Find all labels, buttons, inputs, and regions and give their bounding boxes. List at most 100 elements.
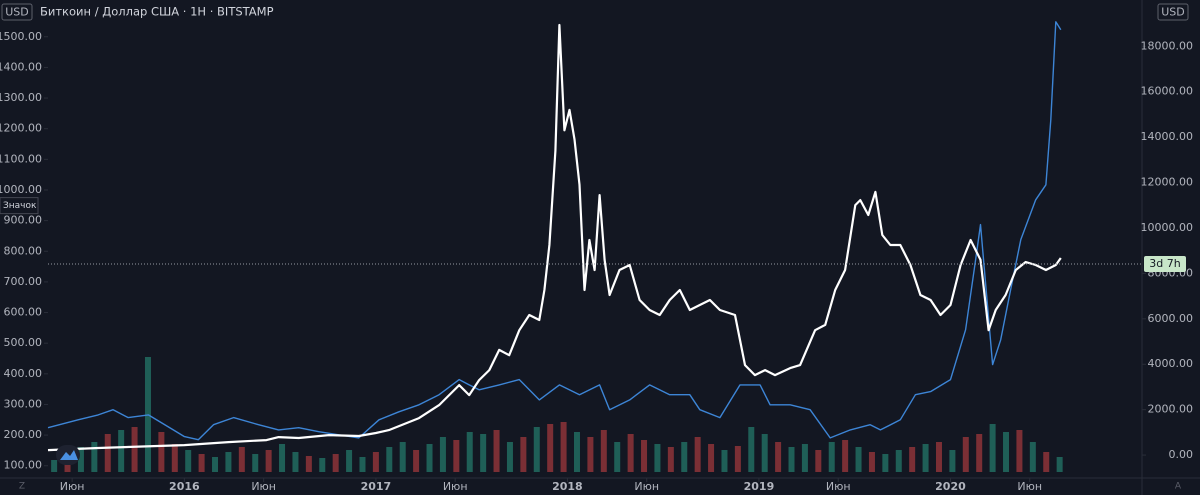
- volume-bar: [1056, 457, 1063, 472]
- x-tick-label: 2016: [169, 480, 200, 493]
- volume-bar: [131, 427, 138, 472]
- volume-bar: [292, 452, 299, 472]
- x-tick-label: Июн: [634, 480, 659, 493]
- volume-bar: [560, 422, 567, 472]
- x-tick-label: 2017: [361, 480, 392, 493]
- volume-bar: [654, 444, 661, 472]
- y2-unit: USD: [1161, 6, 1185, 19]
- volume-bar: [319, 458, 326, 472]
- volume-bar: [882, 454, 889, 472]
- volume-bar: [453, 440, 460, 472]
- volume-bar: [359, 457, 366, 472]
- volume-bar: [506, 442, 513, 472]
- volume-bar: [989, 424, 996, 472]
- volume-bar: [909, 447, 916, 472]
- volume-bar: [158, 432, 165, 472]
- chart-title: Биткоин / Доллар США · 1H · BITSTAMP: [40, 5, 274, 19]
- volume-bar: [252, 454, 259, 472]
- marker-box: [0, 197, 39, 215]
- x-tick-label: 2020: [935, 480, 966, 493]
- volume-bar: [305, 456, 312, 472]
- volume-bar: [480, 434, 487, 472]
- x-tick-label: Июн: [60, 480, 85, 493]
- x-tick-label: Июн: [826, 480, 851, 493]
- volume-bar: [238, 447, 245, 472]
- volume-bar: [1016, 430, 1023, 472]
- volume-bar: [842, 440, 849, 472]
- volume-bar: [775, 442, 782, 472]
- volume-bar: [265, 450, 272, 472]
- volume-bar: [748, 427, 755, 472]
- y-tick-label: 1100.00: [0, 152, 42, 165]
- volume-bar: [212, 457, 219, 472]
- volume-bar: [1029, 442, 1036, 472]
- price-label: 3d 7h: [1149, 257, 1180, 270]
- volume-bar: [828, 442, 835, 472]
- volume-bar: [694, 437, 701, 472]
- y-tick-label: 200.00: [4, 428, 43, 441]
- y-tick-label: 900.00: [4, 214, 43, 227]
- volume-bar: [614, 442, 621, 472]
- y-tick-label: 700.00: [4, 275, 43, 288]
- volume-bar: [372, 452, 379, 472]
- y2-tick-label: 18000.00: [1141, 39, 1194, 52]
- volume-layer: [51, 357, 1063, 472]
- series-line: [47, 21, 1062, 441]
- volume-bar: [413, 450, 420, 472]
- y-unit: USD: [5, 6, 29, 19]
- x-tick-label: Июн: [1017, 480, 1042, 493]
- volume-bar: [801, 444, 808, 472]
- volume-bar: [171, 444, 178, 472]
- x-tick-label: 2018: [552, 480, 583, 493]
- volume-bar: [600, 430, 607, 472]
- volume-bar: [627, 434, 634, 472]
- volume-bar: [1003, 432, 1010, 472]
- scale-button[interactable]: A: [1175, 482, 1182, 492]
- volume-bar: [332, 454, 339, 472]
- y-tick-label: 100.00: [4, 459, 43, 472]
- y2-tick-label: 12000.00: [1141, 176, 1194, 189]
- volume-bar: [721, 450, 728, 472]
- unit-box: [1157, 3, 1189, 21]
- volume-bar: [855, 447, 862, 472]
- volume-bar: [815, 450, 822, 472]
- volume-bar: [922, 444, 929, 472]
- x-tick-label: Июн: [443, 480, 468, 493]
- marker-label: Значок: [3, 201, 37, 211]
- x-tick-label: 2019: [744, 480, 775, 493]
- y-tick-label: 600.00: [4, 306, 43, 319]
- volume-bar: [279, 444, 286, 472]
- plot-layer: [47, 21, 1062, 452]
- volume-bar: [761, 434, 768, 472]
- scale-button[interactable]: Z: [19, 482, 25, 492]
- volume-bar: [185, 450, 192, 472]
- y-tick-label: 1300.00: [0, 91, 42, 104]
- y2-tick-label: 0.00: [1169, 448, 1194, 461]
- logo: [56, 445, 80, 465]
- axes-layer: 100.00 200.00 300.00 400.00 500.00 600.00 700.…: [0, 30, 1193, 493]
- volume-bar: [77, 447, 84, 472]
- volume-bar: [439, 437, 446, 472]
- y2-tick-label: 2000.00: [1148, 403, 1194, 416]
- y-tick-label: 300.00: [4, 397, 43, 410]
- volume-bar: [104, 434, 111, 472]
- volume-bar: [573, 432, 580, 472]
- y2-tick-label: 6000.00: [1148, 312, 1194, 325]
- y2-tick-label: 10000.00: [1141, 221, 1194, 234]
- x-tick-label: Июн: [251, 480, 276, 493]
- volume-bar: [962, 437, 969, 472]
- y-tick-label: 1400.00: [0, 60, 42, 73]
- volume-bar: [641, 440, 648, 472]
- volume-bar: [587, 437, 594, 472]
- volume-bar: [198, 454, 205, 472]
- volume-bar: [976, 434, 983, 472]
- volume-bar: [493, 430, 500, 472]
- volume-bar: [547, 424, 554, 472]
- volume-bar: [346, 450, 353, 472]
- volume-bar: [91, 442, 98, 472]
- volume-bar: [386, 447, 393, 472]
- volume-bar: [225, 452, 232, 472]
- volume-bar: [51, 460, 58, 472]
- y-tick-label: 1500.00: [0, 30, 42, 43]
